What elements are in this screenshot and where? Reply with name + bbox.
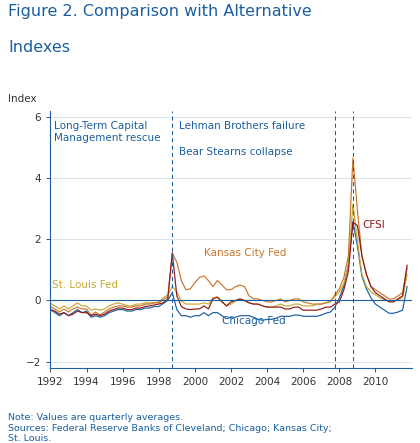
Text: Indexes: Indexes (8, 40, 71, 55)
Text: St. Louis Fed: St. Louis Fed (52, 280, 118, 290)
Text: Lehman Brothers failure: Lehman Brothers failure (178, 121, 305, 132)
Text: Figure 2. Comparison with Alternative: Figure 2. Comparison with Alternative (8, 4, 312, 19)
Text: Kansas City Fed: Kansas City Fed (204, 248, 286, 258)
Text: Chicago Fed: Chicago Fed (222, 316, 286, 326)
Text: Bear Stearns collapse: Bear Stearns collapse (178, 148, 292, 157)
Text: CFSI: CFSI (363, 221, 386, 230)
Text: Long-Term Capital
Management rescue: Long-Term Capital Management rescue (54, 121, 160, 143)
Text: Note: Values are quarterly averages.
Sources: Federal Reserve Banks of Cleveland: Note: Values are quarterly averages. Sou… (8, 413, 332, 443)
Text: Index: Index (8, 94, 37, 104)
